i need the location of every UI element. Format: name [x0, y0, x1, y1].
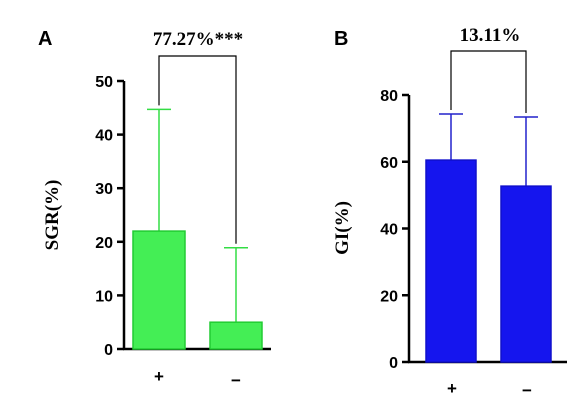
panel-a: A 77.27%*** SGR(%) + − 0 10 20 30 40 50: [38, 28, 271, 390]
panel-a-tick-label: 10: [95, 288, 113, 305]
panel-b-significance-bracket: [450, 50, 527, 114]
panel-a-tick-label: 30: [95, 181, 113, 198]
panel-b-tick-label: 60: [380, 155, 398, 172]
panel-b-bar: [425, 159, 477, 363]
panel-b-y-axis-label: GI(%): [332, 201, 353, 255]
panel-a-significance-bracket: [158, 55, 237, 244]
panel-a-tick-label: 40: [95, 128, 113, 145]
panel-b-bracket-label: 13.11%: [460, 25, 521, 46]
panel-b-category-label-plus: +: [447, 379, 457, 398]
panel-b-category-label-minus: −: [522, 381, 532, 400]
panel-b-tick-label: 0: [389, 355, 398, 372]
panel-a-tick-label: 20: [95, 235, 113, 252]
panel-b-tick-label: 40: [380, 222, 398, 239]
panel-a-y-axis-label: SGR(%): [42, 180, 63, 251]
panel-b-letter: B: [334, 28, 348, 50]
panel-a-letter: A: [38, 28, 52, 50]
panel-a-tick-label: 0: [104, 342, 113, 359]
panel-a-bar: [132, 230, 186, 350]
panel-a-category-label-plus: +: [154, 367, 164, 386]
panel-b-bar: [500, 185, 552, 363]
panel-a-category-label-minus: −: [231, 371, 241, 390]
panel-a-bar: [209, 321, 263, 350]
panel-b-tick-label: 20: [380, 288, 398, 305]
panel-b: B 13.11% GI(%) + − 0 20 40 60 80: [332, 25, 567, 400]
panel-a-tick-label: 50: [95, 74, 113, 91]
panel-b-tick-label: 80: [380, 88, 398, 105]
panel-a-bracket-label: 77.27%***: [153, 29, 243, 50]
